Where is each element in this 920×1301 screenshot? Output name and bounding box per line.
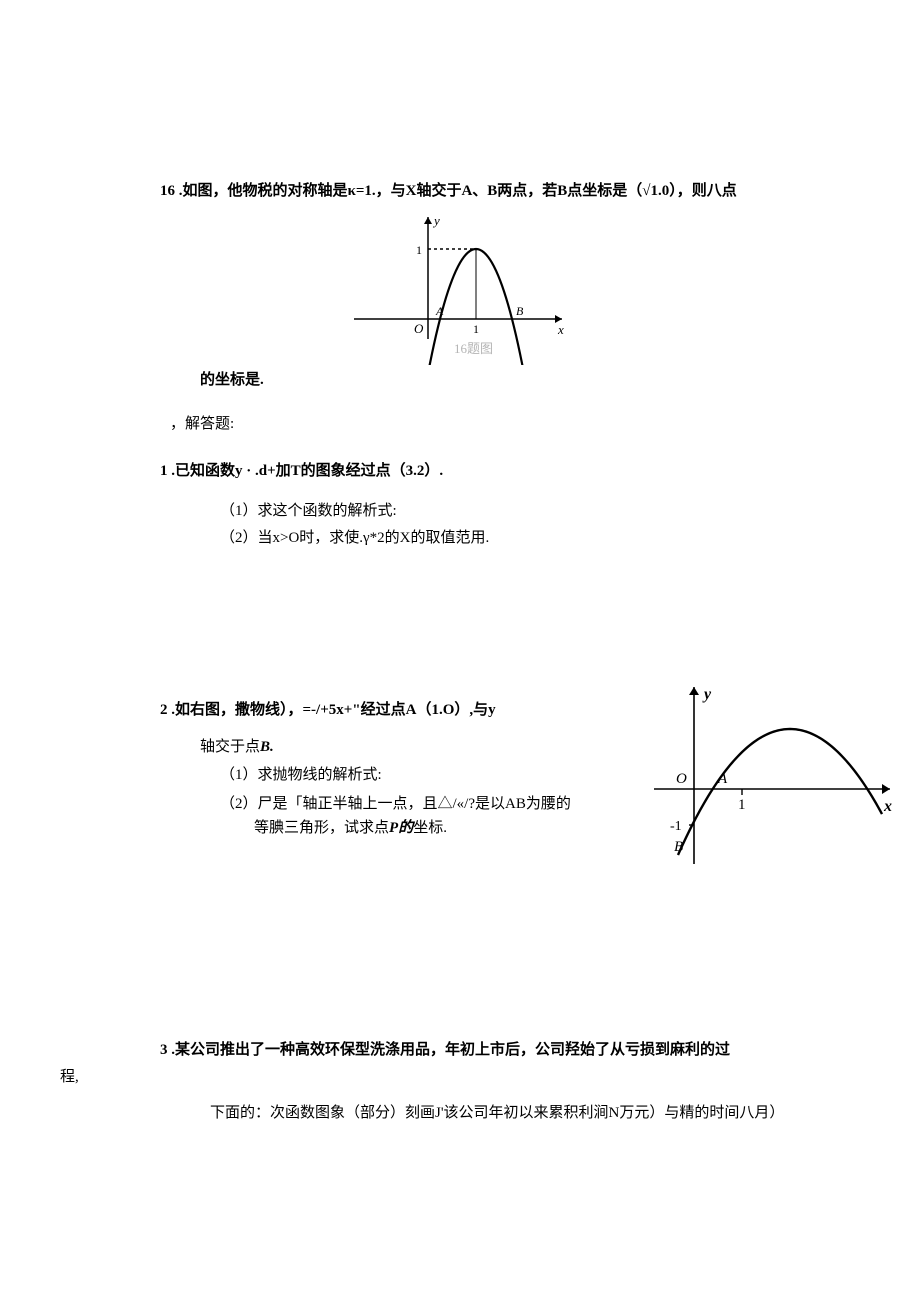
- q3-number: 3: [160, 1042, 168, 1058]
- svg-text:-1: -1: [670, 819, 682, 834]
- q2-sub2b-prefix: 等腆三角形，试求点: [254, 820, 389, 836]
- q2-line2: 轴交于点B.: [200, 736, 580, 759]
- svg-text:x: x: [883, 798, 892, 815]
- q2-number: 2: [160, 702, 168, 718]
- svg-text:A: A: [435, 304, 444, 318]
- q2-sub1: （1）求抛物线的解析式:: [220, 764, 580, 787]
- q16-text-after: 的坐标是.: [200, 369, 860, 392]
- svg-text:B: B: [674, 839, 683, 855]
- q2-sub2a: （2）尸是「轴正半轴上一点，且△/«/?是以AB为腰的: [220, 793, 580, 816]
- figure-16: y x O 1 A B 1 16题图: [344, 209, 576, 365]
- q2-line1-text: .如右图，撒物线），=-/+5x+"经过点A（1.O）,与y: [168, 702, 496, 718]
- svg-text:O: O: [676, 771, 687, 787]
- q2-sub2b-mid: 的: [398, 820, 413, 836]
- svg-text:A: A: [717, 771, 728, 787]
- svg-text:B: B: [516, 304, 524, 318]
- q2-line2-italic: B.: [260, 739, 274, 755]
- svg-text:16题图: 16题图: [454, 341, 493, 356]
- question-1: 1 .已知函数y · .d+加T的图象经过点（3.2）.: [160, 460, 860, 483]
- section-label: ，解答题:: [170, 413, 860, 436]
- q16-text-before: .如图，他物税的对称轴是κ=1.，与X轴交于A、B两点，若B点坐标是（√1.0）…: [175, 183, 737, 199]
- q1-text: .已知函数y · .d+加T的图象经过点（3.2）.: [168, 463, 444, 479]
- svg-text:x: x: [557, 322, 564, 337]
- svg-text:y: y: [432, 213, 440, 228]
- q2-text-column: 2 .如右图，撒物线），=-/+5x+"经过点A（1.O）,与y 轴交于点B. …: [160, 699, 580, 840]
- svg-text:1: 1: [738, 797, 746, 813]
- svg-text:y: y: [702, 686, 712, 703]
- q16-number: 16: [160, 183, 175, 199]
- q3-cheng: 程,: [60, 1066, 860, 1089]
- q2-sub2b-p: P: [389, 820, 398, 836]
- q2-sub2b-text: 坐标.: [413, 820, 447, 836]
- q1-number: 1: [160, 463, 168, 479]
- q3-sub: 下面的：次函数图象（部分）刻画J'该公司年初以来累积利涧N万元）与精的时间八月）: [210, 1102, 810, 1125]
- svg-text:1: 1: [416, 243, 422, 257]
- svg-text:1: 1: [473, 322, 479, 336]
- q1-sub2: （2）当x>O时，求使.γ*2的X的取值范用.: [220, 527, 860, 550]
- figure-2: y x O A1 -1 B: [650, 679, 900, 889]
- question-2-block: 2 .如右图，撒物线），=-/+5x+"经过点A（1.O）,与y 轴交于点B. …: [160, 699, 860, 909]
- q2-line1: 2 .如右图，撒物线），=-/+5x+"经过点A（1.O）,与y: [160, 699, 580, 722]
- question-16: 16 .如图，他物税的对称轴是κ=1.，与X轴交于A、B两点，若B点坐标是（√1…: [160, 180, 860, 203]
- q2-line2-prefix: 轴交于点: [200, 739, 260, 755]
- svg-text:O: O: [414, 321, 424, 336]
- q1-sub1: （1）求这个函数的解析式:: [220, 500, 860, 523]
- q3-text: .某公司推出了一种高效环保型洗涤用品，年初上市后，公司羟始了从亏损到麻利的过: [168, 1042, 731, 1058]
- page-content: 16 .如图，他物税的对称轴是κ=1.，与X轴交于A、B两点，若B点坐标是（√1…: [0, 0, 920, 1125]
- question-3: 3 .某公司推出了一种高效环保型洗涤用品，年初上市后，公司羟始了从亏损到麻利的过: [160, 1039, 860, 1062]
- q2-sub2b: 等腆三角形，试求点P的坐标.: [254, 817, 580, 840]
